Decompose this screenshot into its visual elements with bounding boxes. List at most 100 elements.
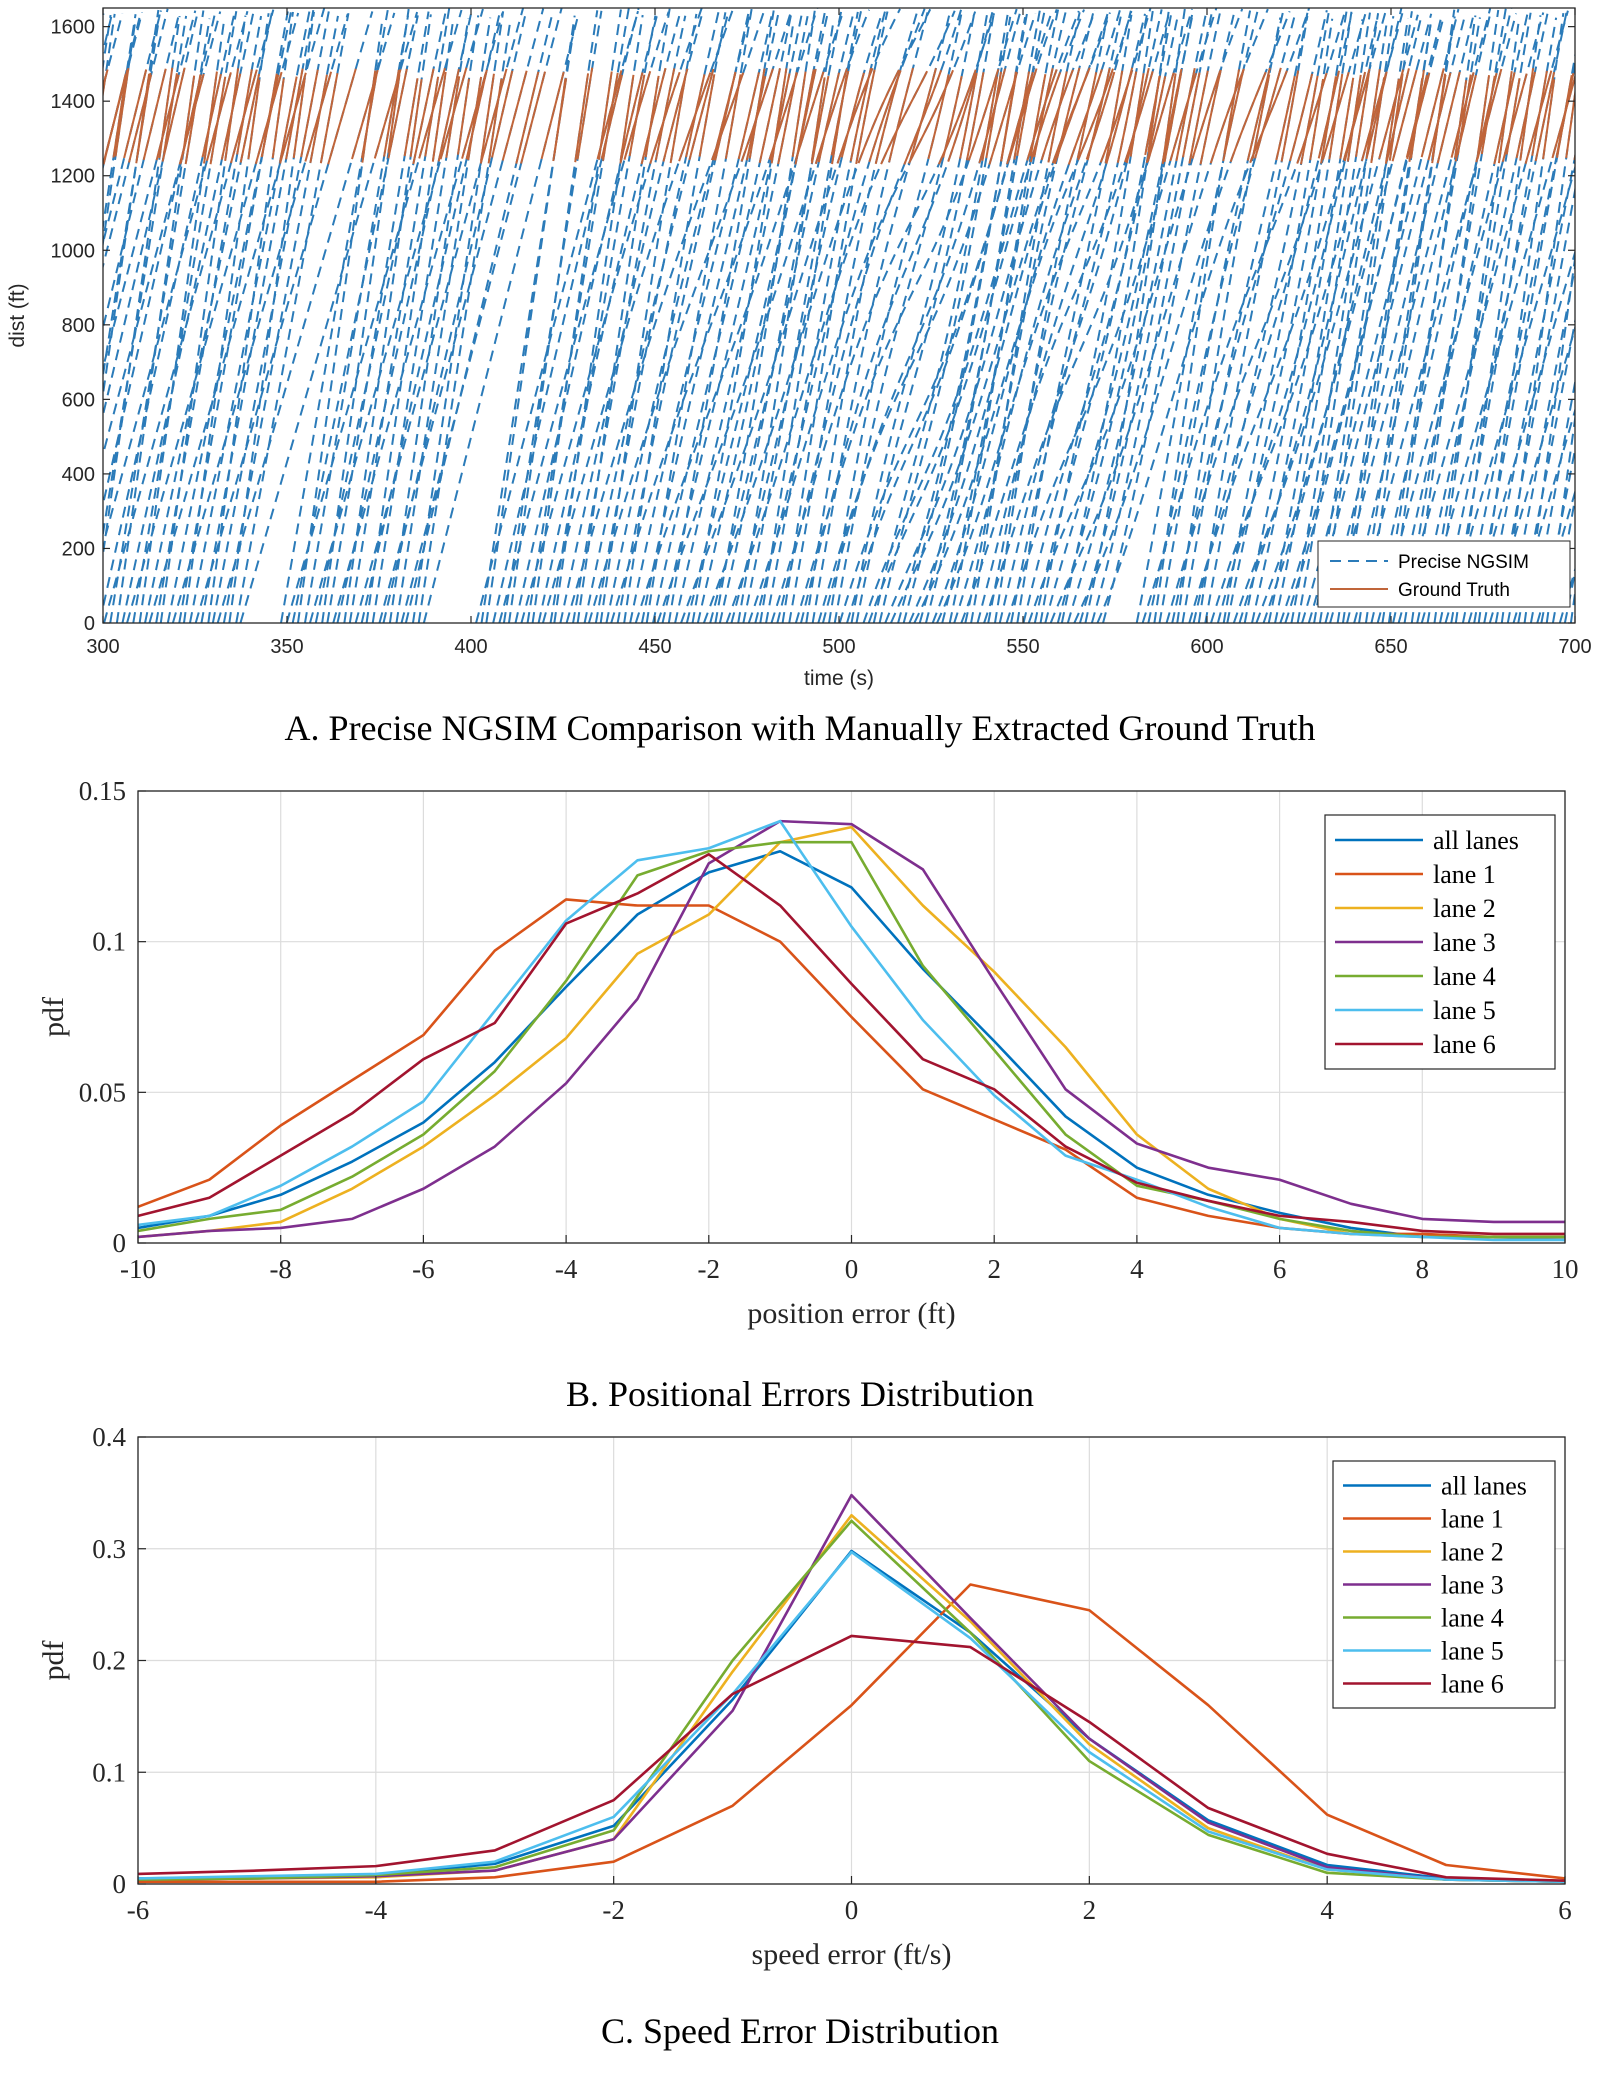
ngsim-trajectory [1049, 8, 1269, 623]
ground-truth-trajectory [467, 76, 483, 161]
y-tick-label: 0 [113, 1228, 127, 1258]
ground-truth-trajectory [456, 78, 471, 155]
ground-truth-trajectory [574, 73, 590, 163]
ground-truth-trajectory [981, 76, 999, 161]
ngsim-trajectory [770, 13, 996, 623]
legend-label: all lanes [1433, 826, 1519, 855]
x-axis-label: position error (ft) [747, 1297, 955, 1330]
ground-truth-trajectory [880, 70, 928, 165]
x-tick-label: 600 [1190, 636, 1223, 658]
y-tick-label: 0.1 [92, 1757, 126, 1787]
ground-truth-trajectory [361, 70, 377, 163]
ground-truth-trajectory [654, 68, 676, 161]
ground-truth-trajectory [515, 71, 540, 164]
ground-truth-trajectory [737, 72, 760, 160]
ground-truth-trajectory [791, 71, 807, 158]
ground-truth-trajectory [597, 71, 613, 160]
ground-truth-trajectory [619, 72, 644, 164]
ground-truth-trajectory [1000, 71, 1017, 161]
ground-truth-trajectory [8, 69, 23, 161]
ground-truth-trajectory [777, 71, 798, 165]
ground-truth-trajectory [1209, 68, 1245, 164]
ground-truth-trajectory [487, 78, 503, 164]
legend-label: lane 2 [1441, 1538, 1504, 1567]
ngsim-trajectory [960, 12, 1171, 623]
x-tick-label: 4 [1320, 1895, 1334, 1925]
y-tick-label: 1400 [51, 91, 96, 113]
ground-truth-trajectory [1029, 74, 1047, 157]
x-tick-label: 6 [1558, 1895, 1572, 1925]
ngsim-trajectory [828, 12, 963, 623]
x-axis-label: time (s) [804, 667, 874, 690]
legend-label: lane 3 [1433, 928, 1496, 957]
ngsim-trajectory [326, 11, 430, 623]
ground-truth-trajectory [1346, 74, 1362, 162]
ground-truth-trajectory [855, 69, 876, 165]
ngsim-trajectory [1494, 185, 1575, 623]
ngsim-trajectory [1243, 11, 1353, 623]
ground-truth-trajectory [158, 67, 174, 159]
ground-truth-trajectory [300, 69, 319, 158]
ground-truth-trajectory [65, 79, 76, 153]
ground-truth-trajectory [1450, 72, 1475, 158]
ground-truth-trajectory [1454, 80, 1468, 158]
series-line-all-lanes [137, 849, 1566, 1242]
ground-truth-trajectory [78, 73, 98, 158]
ngsim-trajectory [1073, 10, 1291, 623]
ground-truth-trajectory [831, 74, 848, 165]
ground-truth-trajectory [182, 75, 196, 154]
ground-truth-trajectory [1116, 71, 1138, 163]
ngsim-trajectory [1392, 13, 1529, 623]
ground-truth-trajectory [1188, 70, 1209, 164]
y-tick-label: 0.15 [79, 776, 126, 806]
ground-truth-trajectory [1289, 73, 1314, 162]
ground-truth-trajectory [480, 73, 495, 162]
ngsim-trajectory [964, 8, 1096, 623]
ngsim-trajectory [1473, 51, 1575, 623]
x-tick-label: 10 [1552, 1254, 1579, 1284]
ngsim-trajectory [382, 15, 527, 623]
ground-truth-trajectory [1391, 69, 1418, 162]
ground-truth-trajectory [1129, 73, 1145, 157]
ground-truth-trajectory [1016, 75, 1033, 156]
legend-label: lane 6 [1441, 1670, 1504, 1699]
ground-truth-trajectory [72, 73, 85, 159]
ground-truth-trajectory [23, 69, 49, 161]
panel-c-caption: C. Speed Error Distribution [601, 2011, 999, 2051]
ground-truth-trajectory [1229, 71, 1267, 163]
ngsim-trajectory [1364, 9, 1456, 623]
ngsim-trajectory [507, 10, 599, 623]
ngsim-trajectory [178, 11, 289, 623]
ground-truth-trajectory [1191, 70, 1222, 159]
ground-truth-trajectory [1320, 76, 1337, 164]
ngsim-trajectory [280, 9, 389, 623]
y-tick-label: 0 [84, 613, 95, 635]
ground-truth-trajectory [1556, 74, 1573, 159]
ground-truth-trajectory [967, 69, 1000, 161]
ngsim-trajectory [1426, 12, 1532, 623]
ngsim-trajectory [1033, 14, 1172, 623]
ground-truth-trajectory [628, 74, 646, 157]
ground-truth-trajectory [1531, 70, 1548, 156]
ground-truth-trajectory [261, 73, 278, 157]
panel-c-speed-errors: -6 -4 -2 0 2 4 6 0 0.1 0.2 0.3 0.4 speed error (ft/s… [37, 1422, 1572, 1971]
ngsim-trajectory [235, 13, 350, 623]
ground-truth-trajectory [985, 71, 1003, 159]
ground-truth-trajectory [1067, 69, 1103, 165]
ground-truth-trajectory [849, 67, 872, 162]
ground-truth-trajectory [942, 75, 963, 158]
ground-truth-trajectory [161, 67, 186, 162]
ground-truth-trajectory [640, 67, 667, 165]
ground-truth-trajectory [1576, 73, 1600, 164]
legend-label-ground-truth: Ground Truth [1398, 580, 1510, 601]
ground-truth-trajectory [236, 69, 253, 155]
legend-label: lane 1 [1441, 1505, 1504, 1534]
ground-truth-trajectory [1254, 67, 1282, 159]
ground-truth-trajectory [1565, 87, 1575, 159]
legend-label: lane 6 [1433, 1030, 1496, 1059]
ground-truth-trajectory [387, 68, 408, 159]
ground-truth-trajectory [112, 73, 128, 158]
ground-truth-trajectory [1436, 71, 1461, 164]
ground-truth-trajectory [1589, 78, 1600, 158]
ngsim-trajectory [1181, 11, 1309, 623]
